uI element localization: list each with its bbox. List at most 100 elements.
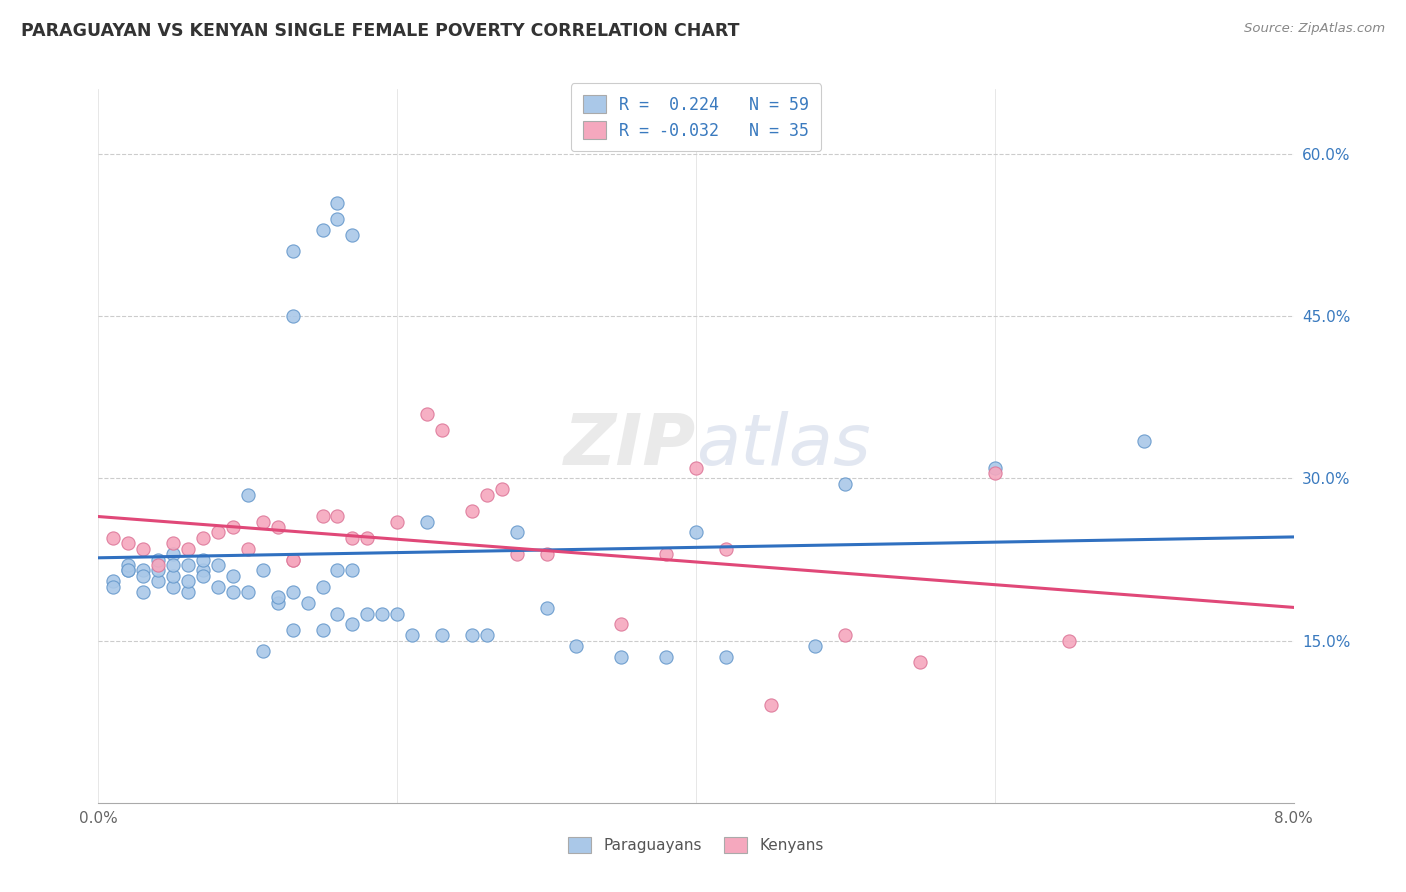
Point <box>655 547 678 561</box>
Point <box>132 563 155 577</box>
Point <box>610 617 633 632</box>
Point <box>207 525 229 540</box>
Point <box>103 580 125 594</box>
Point <box>236 488 259 502</box>
Point <box>281 310 304 324</box>
Point <box>191 531 214 545</box>
Point <box>356 607 378 621</box>
Text: ZIP: ZIP <box>564 411 696 481</box>
Point <box>252 515 274 529</box>
Point <box>461 504 484 518</box>
Point <box>281 552 304 566</box>
Point <box>177 585 200 599</box>
Point <box>311 623 333 637</box>
Point <box>236 541 259 556</box>
Point <box>162 568 184 582</box>
Point <box>222 585 245 599</box>
Point <box>281 623 304 637</box>
Point <box>222 520 245 534</box>
Point <box>177 574 200 589</box>
Point <box>342 617 364 632</box>
Point <box>385 607 409 621</box>
Point <box>252 563 274 577</box>
Point <box>207 580 229 594</box>
Point <box>191 563 214 577</box>
Point <box>984 466 1007 480</box>
Point <box>191 552 214 566</box>
Point <box>342 228 364 243</box>
Point <box>1133 434 1156 448</box>
Point <box>491 482 513 496</box>
Point <box>326 509 349 524</box>
Point <box>475 628 498 642</box>
Point <box>356 531 378 545</box>
Point <box>162 547 184 561</box>
Point <box>267 596 290 610</box>
Point <box>162 536 184 550</box>
Point <box>371 607 394 621</box>
Point <box>506 547 529 561</box>
Point <box>281 585 304 599</box>
Point <box>385 515 409 529</box>
Point <box>236 585 259 599</box>
Point <box>311 509 333 524</box>
Point <box>132 568 155 582</box>
Point <box>117 558 139 572</box>
Text: Source: ZipAtlas.com: Source: ZipAtlas.com <box>1244 22 1385 36</box>
Point <box>565 639 588 653</box>
Point <box>207 558 229 572</box>
Point <box>416 407 439 421</box>
Point <box>685 460 707 475</box>
Point <box>252 644 274 658</box>
Point <box>714 649 737 664</box>
Point <box>103 531 125 545</box>
Point <box>148 558 170 572</box>
Point <box>655 649 678 664</box>
Point <box>191 568 214 582</box>
Point <box>342 563 364 577</box>
Point <box>416 515 439 529</box>
Point <box>475 488 498 502</box>
Point <box>714 541 737 556</box>
Point <box>610 649 633 664</box>
Point <box>281 244 304 259</box>
Point <box>267 591 290 605</box>
Point <box>461 628 484 642</box>
Point <box>430 628 453 642</box>
Point <box>117 563 139 577</box>
Point <box>326 211 349 226</box>
Point <box>222 568 245 582</box>
Point <box>536 601 558 615</box>
Point <box>685 525 707 540</box>
Point <box>430 423 453 437</box>
Point <box>177 541 200 556</box>
Point <box>132 585 155 599</box>
Point <box>148 552 170 566</box>
Point <box>834 628 856 642</box>
Point <box>804 639 827 653</box>
Point <box>326 607 349 621</box>
Point <box>311 223 333 237</box>
Point <box>984 460 1007 475</box>
Point <box>311 580 333 594</box>
Point <box>1059 633 1081 648</box>
Point <box>908 655 931 669</box>
Point <box>267 520 290 534</box>
Point <box>326 195 349 210</box>
Point <box>759 698 782 713</box>
Point <box>117 536 139 550</box>
Text: atlas: atlas <box>696 411 870 481</box>
Point <box>148 563 170 577</box>
Point <box>281 552 304 566</box>
Point <box>326 563 349 577</box>
Point <box>132 541 155 556</box>
Point <box>148 574 170 589</box>
Point <box>342 531 364 545</box>
Point <box>297 596 319 610</box>
Point <box>177 558 200 572</box>
Point <box>162 558 184 572</box>
Point <box>401 628 423 642</box>
Legend: Paraguayans, Kenyans: Paraguayans, Kenyans <box>562 831 830 859</box>
Point <box>103 574 125 589</box>
Point <box>834 476 856 491</box>
